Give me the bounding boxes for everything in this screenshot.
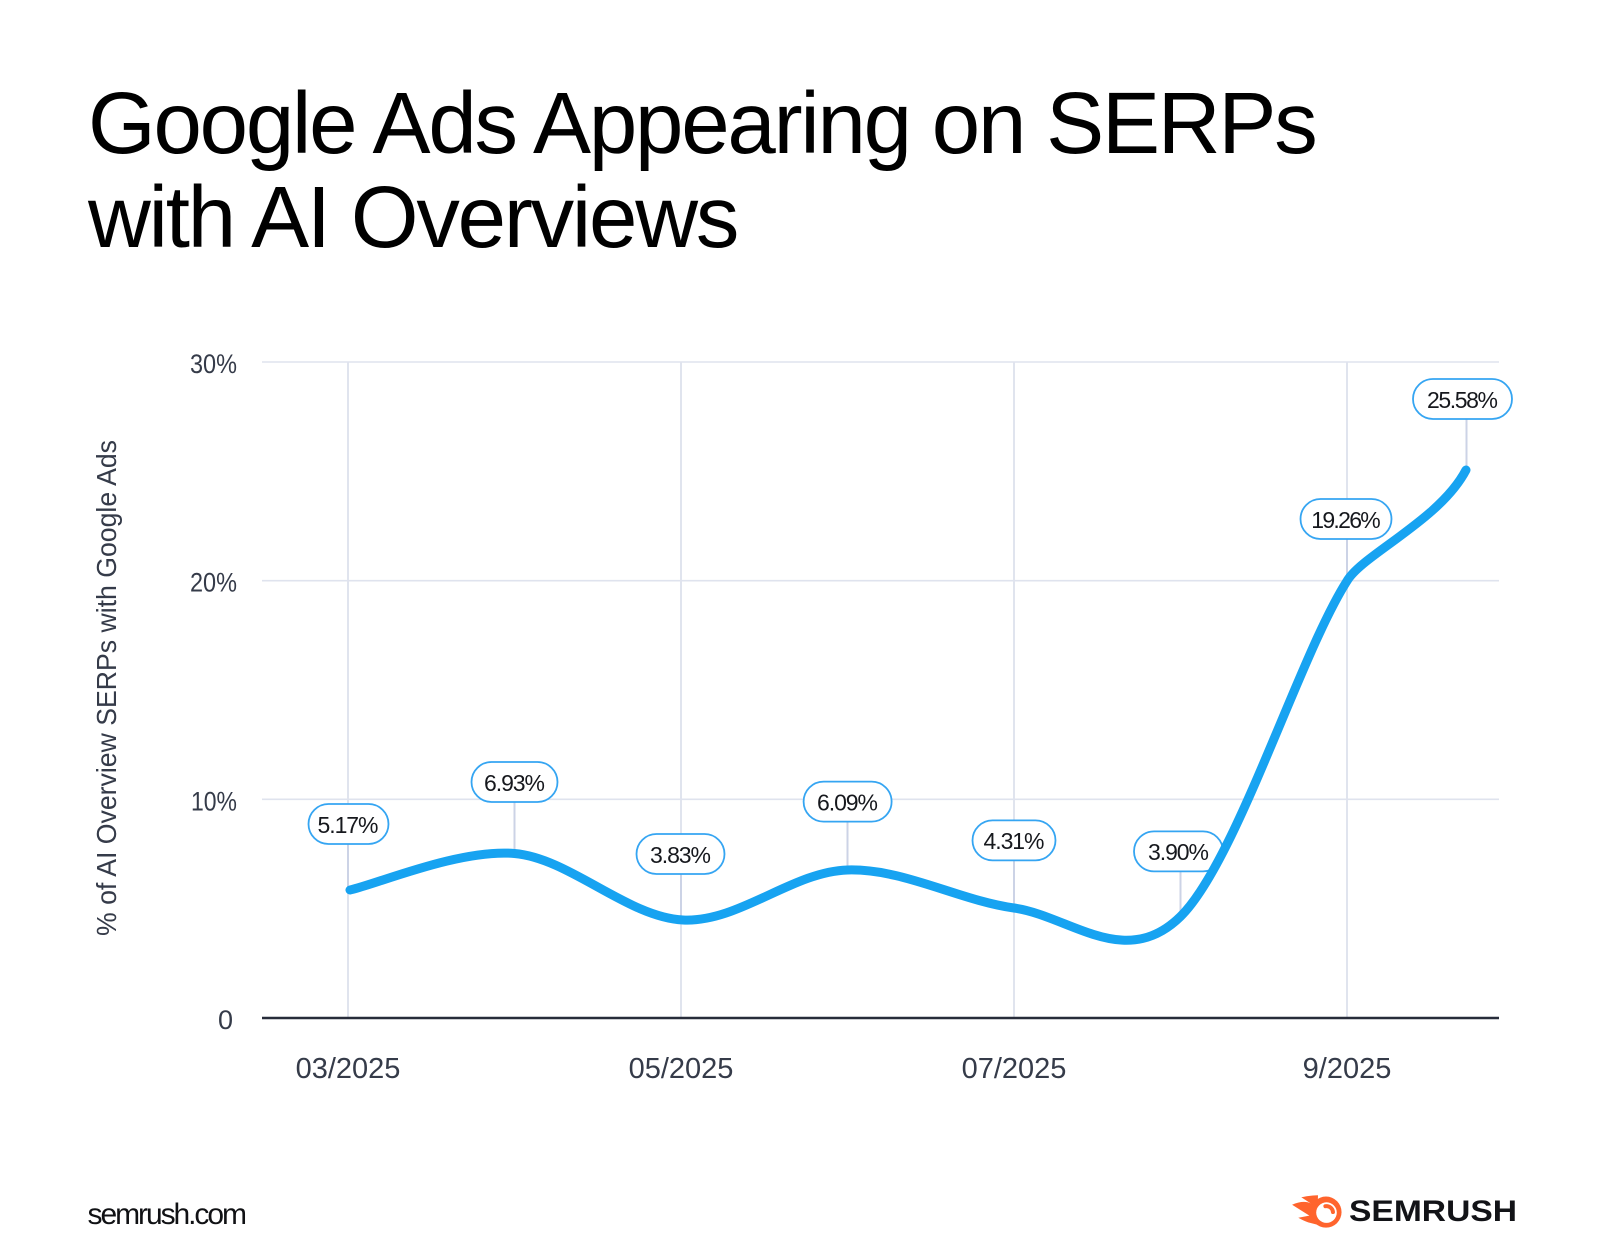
svg-text:6.93%: 6.93%	[484, 770, 545, 796]
svg-text:6.09%: 6.09%	[817, 789, 878, 815]
svg-text:% of AI Overview SERPs with Go: % of AI Overview SERPs with Google Ads	[91, 440, 122, 936]
svg-text:9/2025: 9/2025	[1303, 1053, 1392, 1085]
svg-text:07/2025: 07/2025	[962, 1053, 1067, 1085]
svg-text:4.31%: 4.31%	[984, 828, 1045, 854]
svg-text:5.17%: 5.17%	[318, 812, 379, 838]
svg-text:05/2025: 05/2025	[629, 1053, 734, 1085]
svg-text:03/2025: 03/2025	[296, 1053, 401, 1085]
svg-text:3.90%: 3.90%	[1148, 839, 1209, 865]
svg-text:19.26%: 19.26%	[1311, 507, 1381, 533]
svg-text:SEMRUSH: SEMRUSH	[1349, 1195, 1517, 1228]
svg-text:30%: 30%	[190, 349, 237, 379]
svg-text:0: 0	[218, 1005, 233, 1035]
svg-text:20%: 20%	[190, 568, 237, 598]
svg-text:10%: 10%	[191, 786, 237, 816]
svg-text:25.58%: 25.58%	[1427, 387, 1498, 413]
svg-text:3.83%: 3.83%	[650, 842, 711, 868]
svg-text:semrush.com: semrush.com	[88, 1198, 248, 1231]
